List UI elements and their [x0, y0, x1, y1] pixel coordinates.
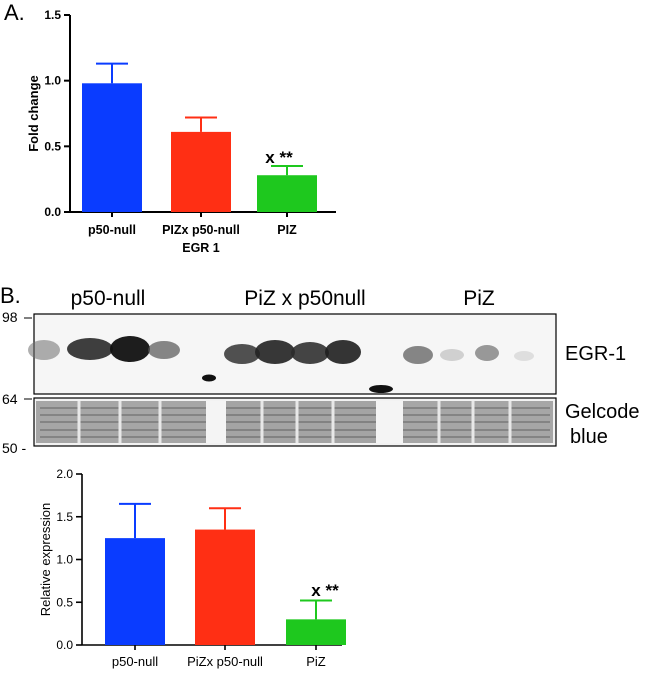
chart-a-significance: x ** [265, 148, 293, 167]
chart-a-x-axis-label: EGR 1 [182, 241, 220, 255]
egr1-blot-image [28, 313, 557, 395]
gelcode-blot-image [33, 397, 557, 447]
blot-lane-label-p50-null: p50-null [71, 287, 146, 310]
chart-a-bar [82, 83, 142, 212]
chart-a-bar [257, 175, 317, 212]
chart-b: 0.0 0.5 1.0 1.5 2.0 p50-null PiZx p50-null PiZ R… [38, 467, 346, 669]
mw-marker-98: 98 [2, 309, 18, 325]
chart-a-x-tick-label: p50-null [88, 223, 136, 237]
chart-b-bar [195, 529, 255, 645]
chart-b-y-tick-label: 1.0 [56, 553, 73, 567]
blot-label-gelcode: Gelcode [565, 401, 640, 423]
chart-a: 0.0 0.5 1.0 1.5 p50-null PIZx p50-null PIZ Fold… [26, 8, 336, 255]
chart-b-bar [105, 538, 165, 645]
panel-b-letter: B. [0, 283, 21, 308]
chart-b-y-axis-label: Relative expression [38, 503, 53, 616]
blot-label-blue: blue [570, 426, 608, 448]
mw-marker-64: 64 [2, 391, 18, 407]
chart-b-y-tick-label: 2.0 [56, 467, 73, 481]
chart-a-y-axis-label: Fold change [26, 75, 41, 152]
blot-lane-label-piz: PiZ [463, 287, 495, 310]
chart-b-y-tick-label: 1.5 [56, 510, 73, 524]
chart-a-y-tick-label: 0.5 [44, 139, 61, 153]
blot-lane-label-piz-x-p50null: PiZ x p50null [244, 287, 365, 310]
mw-marker-50: 50 - [2, 440, 26, 456]
chart-a-y-tick-label: 1.5 [44, 8, 61, 22]
chart-a-bar [171, 131, 231, 212]
chart-a-y-tick-label: 1.0 [44, 74, 61, 88]
chart-b-y-tick-label: 0.5 [56, 595, 73, 609]
chart-b-bar [286, 619, 346, 645]
chart-b-significance: x ** [311, 581, 339, 600]
chart-a-y-tick-label: 0.0 [44, 205, 61, 219]
chart-a-x-tick-label: PIZx p50-null [162, 223, 240, 237]
panel-a-letter: A. [4, 0, 25, 25]
chart-b-x-tick-label: PiZ [306, 654, 326, 669]
chart-b-y-tick-label: 0.0 [56, 638, 73, 652]
blot-label-egr1: EGR-1 [565, 343, 626, 365]
chart-b-x-tick-label: PiZx p50-null [187, 654, 263, 669]
chart-a-x-tick-label: PIZ [277, 223, 297, 237]
chart-b-x-tick-label: p50-null [112, 654, 158, 669]
